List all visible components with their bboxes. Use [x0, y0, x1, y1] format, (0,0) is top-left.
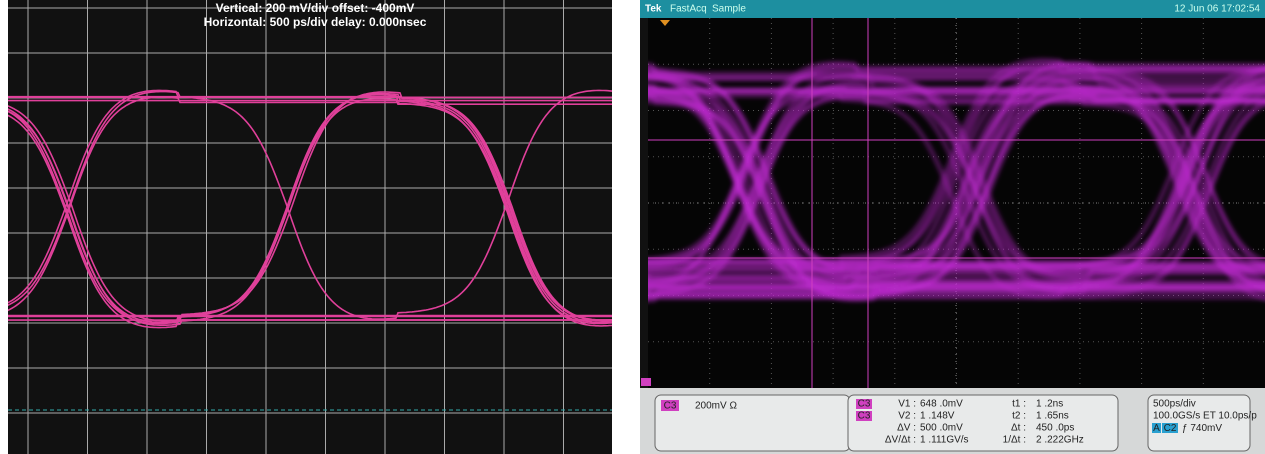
- trace: [8, 91, 612, 322]
- timebase-scale: 500ps/div: [1153, 399, 1196, 410]
- cursor-value: 2 .222GHz: [1036, 435, 1084, 446]
- cursor-name: Δt :: [1011, 423, 1026, 434]
- status-bar: [640, 0, 1265, 18]
- cursor-box: [847, 394, 1119, 452]
- mode: FastAcq: [670, 4, 707, 15]
- cursor-channel: C3: [858, 411, 871, 422]
- channel-label: C3: [664, 401, 677, 412]
- channel-scale: 200mV Ω: [695, 401, 737, 412]
- horizontal-setting: Horizontal: 500 ps/div delay: 0.000nsec: [204, 15, 427, 29]
- cursor-value: 1 .148V: [920, 411, 955, 422]
- trigger-source-badge: [1162, 423, 1178, 433]
- trigger-level: ƒ 740mV: [1182, 423, 1222, 434]
- cursor-name: ΔV :: [897, 423, 916, 434]
- vertical-setting: Vertical: 200 mV/div offset: -400mV: [216, 1, 415, 15]
- cursor-value: 500 .0mV: [920, 423, 963, 434]
- trace: [648, 84, 1265, 292]
- cursor-name: 1/Δt :: [1003, 435, 1026, 446]
- trace: [648, 102, 1265, 303]
- timestamp: 12 Jun 06 17:02:54: [1174, 4, 1260, 15]
- trace: [648, 76, 1265, 285]
- trigger-source: C2: [1164, 423, 1177, 434]
- sample-rate: 100.0GS/s ET 10.0ps/p: [1153, 411, 1257, 422]
- cursor-name: t1 :: [1012, 399, 1026, 410]
- channel-badge: [856, 411, 872, 421]
- trigger-badge: [1152, 423, 1161, 433]
- trace: [8, 94, 612, 325]
- trace: [8, 98, 612, 329]
- brand: Tek: [645, 4, 662, 15]
- cursor-value: 1 .65ns: [1036, 411, 1069, 422]
- cursor-name: ΔV/Δt :: [885, 435, 916, 446]
- cursor-value: 648 .0mV: [920, 399, 963, 410]
- trace: [8, 96, 612, 327]
- trace: [648, 68, 1265, 275]
- trigger-label: A: [1153, 423, 1160, 434]
- cursor-value: 1 .111GV/s: [920, 435, 969, 446]
- trace: [648, 76, 1265, 280]
- acquisition: Sample: [712, 4, 746, 15]
- cursors: [648, 18, 1265, 388]
- cursor-value: 1 .2ns: [1036, 399, 1063, 410]
- channel-marker: [641, 378, 651, 386]
- trigger-marker: [660, 20, 670, 26]
- cursor-name: V1 :: [898, 399, 916, 410]
- trace: [648, 91, 1265, 299]
- cursor-channel: C3: [858, 399, 871, 410]
- channel-badge: [856, 399, 872, 409]
- cursor-name: t2 :: [1012, 411, 1026, 422]
- left-screen: [8, 0, 612, 454]
- right-eye: [648, 58, 1265, 303]
- channel-box: [654, 394, 851, 452]
- trace: [8, 314, 612, 317]
- left-margin: [640, 18, 648, 388]
- cursor-value: 450 .0ps: [1036, 423, 1074, 434]
- trace: [648, 63, 1265, 265]
- timebase-box: [1147, 394, 1251, 452]
- channel-badge: [661, 400, 679, 411]
- cursor-name: V2 :: [898, 411, 916, 422]
- left-eye: [8, 89, 612, 329]
- trace: [8, 89, 612, 320]
